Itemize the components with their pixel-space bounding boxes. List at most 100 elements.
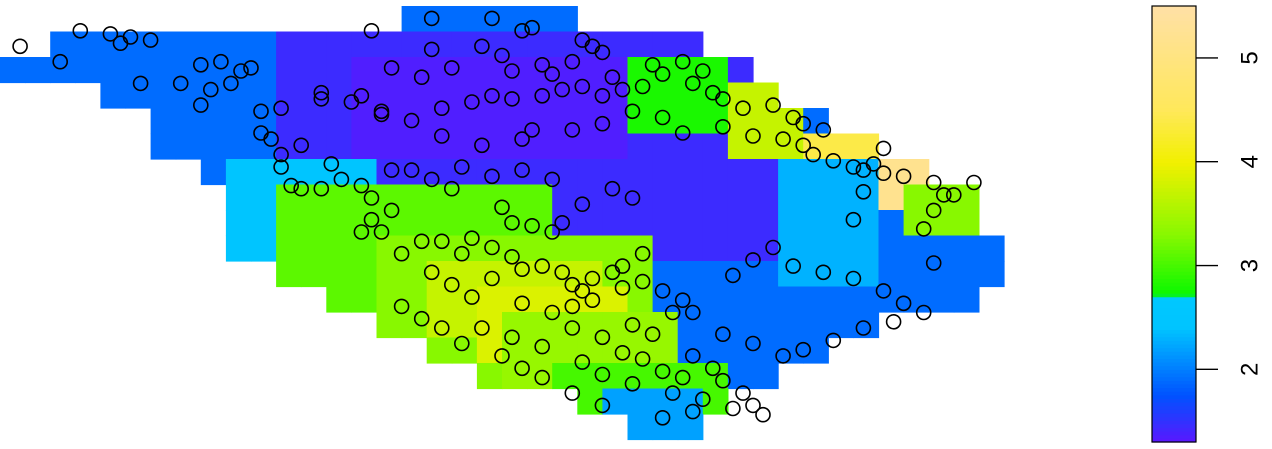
- heatmap-cell: [978, 261, 1005, 288]
- heatmap-cell: [953, 235, 980, 262]
- colorbar-segment: [1152, 42, 1196, 47]
- heatmap-cell: [225, 31, 252, 58]
- heatmap-cell: [150, 108, 177, 135]
- heatmap-cell: [326, 108, 352, 135]
- observation-point: [363, 211, 380, 228]
- observation-point: [564, 385, 581, 401]
- observation-point: [915, 221, 932, 237]
- heatmap-cell: [778, 184, 804, 211]
- heatmap-cell: [351, 133, 378, 160]
- observation-point: [233, 63, 249, 79]
- observation-point: [293, 137, 310, 154]
- observation-point: [453, 159, 470, 175]
- observation-point: [323, 156, 340, 172]
- heatmap-cell: [502, 286, 528, 313]
- observation-point: [604, 180, 621, 197]
- heatmap-cell: [627, 108, 654, 135]
- heatmap-cell: [627, 312, 654, 339]
- heatmap-cell: [476, 108, 503, 135]
- observation-point: [745, 252, 761, 268]
- heatmap-cell: [276, 108, 302, 135]
- heatmap-cell: [451, 261, 478, 288]
- heatmap-cell: [753, 363, 779, 390]
- observation-point: [433, 233, 450, 250]
- observation-point: [945, 187, 962, 203]
- observation-point: [524, 19, 540, 36]
- heatmap-cell: [451, 108, 478, 135]
- colorbar-segment: [1152, 358, 1196, 363]
- observation-point: [102, 26, 119, 42]
- observation-point: [574, 196, 591, 212]
- observation-point: [403, 162, 420, 178]
- heatmap-cell: [251, 184, 277, 211]
- heatmap-cell: [803, 337, 829, 364]
- observation-point: [925, 202, 942, 219]
- heatmap-cell: [602, 210, 629, 237]
- observation-point: [373, 224, 390, 240]
- heatmap-cell: [552, 337, 578, 364]
- colorbar-segment: [1152, 224, 1196, 229]
- colorbar-segment: [1152, 93, 1196, 98]
- colorbar-segment: [1152, 176, 1196, 181]
- heatmap-cell: [853, 286, 880, 313]
- heatmap-cell: [602, 363, 629, 390]
- heatmap-cell: [652, 286, 679, 313]
- colorbar-segment: [1152, 216, 1196, 221]
- heatmap-cell: [727, 235, 754, 262]
- heatmap-cell: [627, 184, 654, 211]
- heatmap-cell: [502, 235, 528, 262]
- observation-point: [745, 397, 761, 414]
- colorbar-tick-label: 2: [1237, 363, 1264, 376]
- colorbar-segment: [1152, 249, 1196, 254]
- heatmap-cell: [527, 133, 553, 160]
- heatmap-cell: [652, 82, 679, 109]
- observation-point: [855, 320, 872, 336]
- colorbar-segment: [1152, 271, 1196, 276]
- heatmap-cell: [953, 286, 980, 313]
- colorbar-segment: [1152, 64, 1196, 69]
- colorbar-segment: [1152, 416, 1196, 421]
- observation-point: [353, 88, 370, 104]
- colorbar-segment: [1152, 100, 1196, 105]
- heatmap-cell: [175, 108, 202, 135]
- observation-point: [353, 177, 370, 194]
- observation-point: [504, 215, 520, 231]
- heatmap-cell: [577, 337, 603, 364]
- heatmap-cell: [326, 261, 352, 288]
- heatmap-cell: [753, 133, 779, 160]
- colorbar-segment: [1152, 104, 1196, 109]
- heatmap-cell: [200, 108, 227, 135]
- observation-point: [574, 283, 591, 299]
- observation-point: [855, 184, 872, 200]
- observation-point: [895, 168, 912, 185]
- observation-point: [604, 69, 621, 85]
- heatmap-cell: [200, 159, 227, 186]
- observation-point: [333, 171, 350, 188]
- colorbar-segment: [1152, 122, 1196, 127]
- observation-point: [875, 283, 892, 299]
- observation-point: [574, 354, 591, 370]
- colorbar-segment: [1152, 394, 1196, 399]
- observation-point: [825, 153, 842, 169]
- colorbar-segment: [1152, 307, 1196, 312]
- heatmap-raster: [0, 6, 1005, 441]
- colorbar-segment: [1152, 49, 1196, 54]
- heatmap-cell: [727, 133, 754, 160]
- heatmap-cell: [677, 31, 704, 58]
- heatmap-cell: [828, 159, 854, 186]
- colorbar-segment: [1152, 431, 1196, 436]
- heatmap-cell: [878, 159, 905, 186]
- observation-point: [735, 385, 751, 401]
- heatmap-cell: [552, 210, 578, 237]
- colorbar-segment: [1152, 293, 1196, 298]
- observation-point: [213, 53, 229, 70]
- observation-point: [815, 122, 832, 138]
- heatmap-cell: [602, 286, 629, 313]
- observation-point: [614, 279, 631, 296]
- heatmap-cell: [702, 286, 729, 313]
- heatmap-cell: [502, 108, 528, 135]
- colorbar-segment: [1152, 67, 1196, 72]
- observation-point: [484, 239, 500, 256]
- colorbar-segment: [1152, 314, 1196, 320]
